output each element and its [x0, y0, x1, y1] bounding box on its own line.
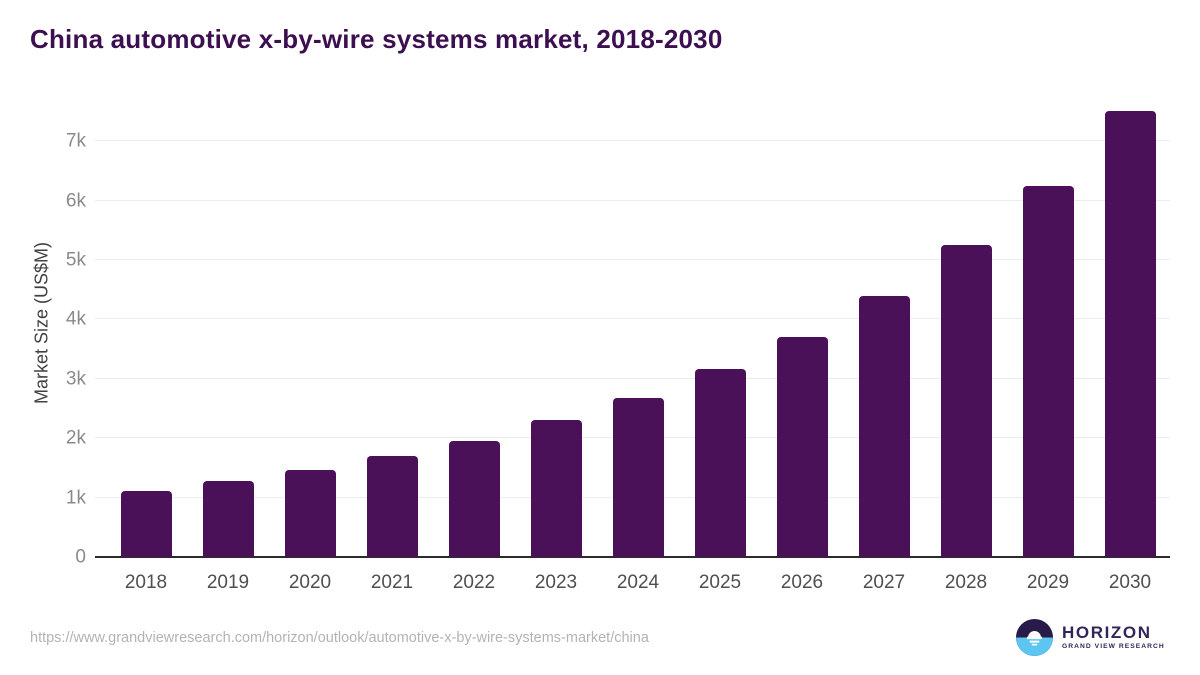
- bar-2020: [284, 470, 336, 557]
- x-tick-label-2028: 2028: [944, 572, 988, 593]
- bar-2021: [366, 456, 418, 557]
- bar-2026: [776, 337, 828, 557]
- gridline-7k: [95, 140, 1170, 142]
- y-tick-label-1k: 1k: [65, 487, 86, 509]
- x-tick-label-2018: 2018: [124, 572, 168, 593]
- y-tick-label-5k: 5k: [65, 249, 86, 271]
- x-axis-line: [95, 556, 1170, 558]
- horizon-sun-icon: [1016, 619, 1053, 656]
- bar-2023: [530, 420, 582, 557]
- bar-2022: [448, 441, 500, 557]
- horizon-logo-text: HORIZON GRAND VIEW RESEARCH: [1062, 624, 1165, 651]
- x-tick-label-2019: 2019: [206, 572, 250, 593]
- x-tick-label-2029: 2029: [1026, 572, 1070, 593]
- gridline-5k: [95, 259, 1170, 260]
- x-tick-label-2020: 2020: [288, 572, 332, 593]
- x-tick-label-2026: 2026: [780, 572, 824, 593]
- x-tick-label-2021: 2021: [370, 572, 414, 593]
- x-tick-label-2022: 2022: [452, 572, 496, 593]
- y-tick-label-3k: 3k: [65, 368, 86, 390]
- bar-2029: [1022, 186, 1074, 557]
- gridline-3k: [95, 377, 1170, 379]
- source-url: https://www.grandviewresearch.com/horizo…: [30, 630, 649, 646]
- x-tick-label-2027: 2027: [862, 572, 906, 593]
- bar-2024: [612, 398, 664, 557]
- chart-title: China automotive x-by-wire systems marke…: [30, 24, 723, 54]
- gridline-4k: [95, 318, 1170, 320]
- bar-2019: [202, 481, 254, 557]
- bar-2025: [694, 369, 746, 557]
- bar-2030: [1104, 111, 1156, 557]
- y-tick-label-4k: 4k: [65, 308, 86, 330]
- logo-title: HORIZON: [1062, 623, 1152, 643]
- y-tick-label-7k: 7k: [65, 130, 86, 152]
- x-tick-label-2023: 2023: [534, 572, 578, 593]
- x-tick-label-2025: 2025: [698, 572, 742, 593]
- logo-subtitle: GRAND VIEW RESEARCH: [1062, 643, 1165, 651]
- y-tick-label-2k: 2k: [65, 427, 86, 449]
- plot-area: 2018 2019 2020 2021 2022 2023 2024 2025 2026 2027…: [95, 95, 1170, 592]
- gridline-6k: [95, 199, 1170, 201]
- y-tick-label-0: 0: [75, 546, 86, 568]
- bar-2018: [120, 491, 172, 557]
- x-tick-label-2024: 2024: [616, 572, 660, 593]
- bar-2027: [858, 296, 910, 557]
- y-tick-label-6k: 6k: [65, 190, 86, 212]
- horizon-logo: HORIZON GRAND VIEW RESEARCH: [1016, 619, 1165, 656]
- bar-2028: [940, 245, 992, 557]
- y-axis-ticks: 0 1k 2k 3k 4k 5k 6k 7k: [0, 95, 86, 567]
- x-tick-label-2030: 2030: [1108, 572, 1152, 593]
